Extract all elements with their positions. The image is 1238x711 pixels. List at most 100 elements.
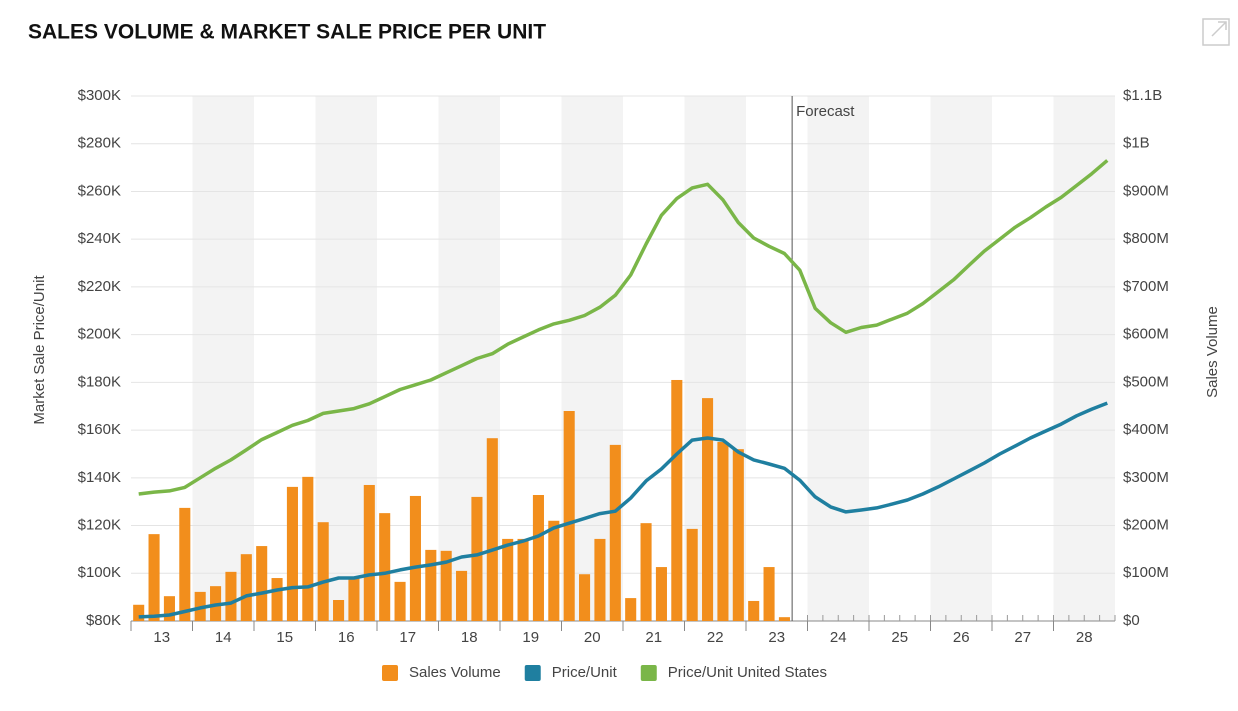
bar [133, 604, 145, 621]
expand-icon[interactable] [1202, 18, 1230, 46]
bar [763, 567, 775, 621]
y-axis-label: Market Sale Price/Unit [31, 275, 48, 425]
y2-tick-label: $700M [1123, 278, 1169, 295]
y-tick-label: $180K [78, 373, 121, 390]
bar [240, 554, 252, 621]
bar [456, 570, 468, 621]
y-tick-label: $100K [78, 564, 121, 581]
bar [440, 550, 452, 621]
bar [256, 546, 268, 621]
band [930, 96, 992, 621]
y-tick-label: $280K [78, 135, 121, 152]
bar [486, 438, 498, 621]
bar [409, 495, 421, 621]
y-tick-label: $220K [78, 278, 121, 295]
band [192, 96, 254, 621]
chart-title: SALES VOLUME & MARKET SALE PRICE PER UNI… [28, 21, 546, 44]
x-tick-label: 14 [215, 629, 232, 646]
bar [502, 538, 514, 621]
y2-tick-label: $600M [1123, 326, 1169, 343]
y-tick-label: $120K [78, 517, 121, 534]
x-tick-label: 18 [461, 629, 478, 646]
legend-label: Price/Unit [552, 664, 618, 681]
bar [363, 484, 375, 621]
x-tick-label: 24 [830, 629, 847, 646]
y2-tick-label: $100M [1123, 564, 1169, 581]
bar [640, 523, 652, 621]
y-tick-label: $80K [86, 612, 121, 629]
bar [702, 398, 714, 621]
bar [394, 581, 406, 621]
band [807, 96, 869, 621]
bar [163, 596, 175, 621]
bar [179, 507, 191, 621]
expand-arrow[interactable] [1211, 21, 1227, 37]
bar [271, 578, 283, 621]
bar [348, 578, 360, 621]
plot-background [131, 95, 1115, 622]
x-tick-label: 21 [645, 629, 662, 646]
y-tick-label: $240K [78, 230, 121, 247]
legend-label: Sales Volume [409, 664, 501, 681]
y-tick-label: $260K [78, 182, 121, 199]
y2-tick-label: $500M [1123, 373, 1169, 390]
x-tick-label: 16 [338, 629, 355, 646]
bar [778, 617, 790, 621]
x-tick-label: 19 [522, 629, 539, 646]
bar [717, 442, 729, 621]
x-tick-label: 17 [399, 629, 416, 646]
y2-tick-label: $1B [1123, 135, 1150, 152]
bar [425, 549, 437, 621]
bar [548, 520, 560, 621]
y2-tick-label: $900M [1123, 182, 1169, 199]
bar [471, 496, 483, 621]
y2-tick-label: $400M [1123, 421, 1169, 438]
x-tick-label: 27 [1014, 629, 1031, 646]
bar [317, 522, 329, 621]
legend-swatch [382, 665, 398, 681]
x-tick-label: 13 [153, 629, 170, 646]
y-tick-label: $140K [78, 469, 121, 486]
y-tick-label: $200K [78, 326, 121, 343]
x-tick-label: 25 [891, 629, 908, 646]
bar [594, 538, 606, 621]
bar [302, 476, 314, 621]
bar [579, 574, 591, 621]
y2-tick-label: $800M [1123, 230, 1169, 247]
legend-label: Price/Unit United States [668, 664, 827, 681]
y2-tick-label: $200M [1123, 517, 1169, 534]
bar [286, 486, 298, 621]
line [138, 401, 1108, 619]
x-tick-label: 28 [1076, 629, 1093, 646]
bar [655, 567, 667, 621]
x-tick-label: 22 [707, 629, 724, 646]
x-tick-label: 23 [768, 629, 785, 646]
bar [732, 449, 744, 621]
bar [517, 538, 529, 621]
expand-frame[interactable] [1202, 18, 1230, 46]
legend-swatch [640, 665, 657, 681]
bar [148, 534, 160, 621]
bar [225, 571, 237, 621]
y-tick-label: $160K [78, 421, 121, 438]
band [1053, 96, 1115, 621]
bar [748, 600, 760, 621]
y2-tick-label: $0 [1123, 612, 1140, 629]
bar [686, 528, 698, 621]
forecast-label: Forecast [796, 103, 855, 120]
y2-tick-label: $300M [1123, 469, 1169, 486]
y-tick-label: $300K [78, 87, 121, 104]
bar [379, 513, 391, 621]
bar [563, 411, 575, 621]
bar [333, 600, 345, 621]
bar [625, 598, 637, 621]
bar [671, 379, 683, 621]
y2-axis-label: Sales Volume [1204, 306, 1221, 398]
x-tick-label: 15 [276, 629, 293, 646]
bar [609, 444, 621, 621]
x-tick-label: 20 [584, 629, 601, 646]
legend-swatch [524, 665, 541, 681]
y2-tick-label: $1.1B [1123, 87, 1162, 104]
